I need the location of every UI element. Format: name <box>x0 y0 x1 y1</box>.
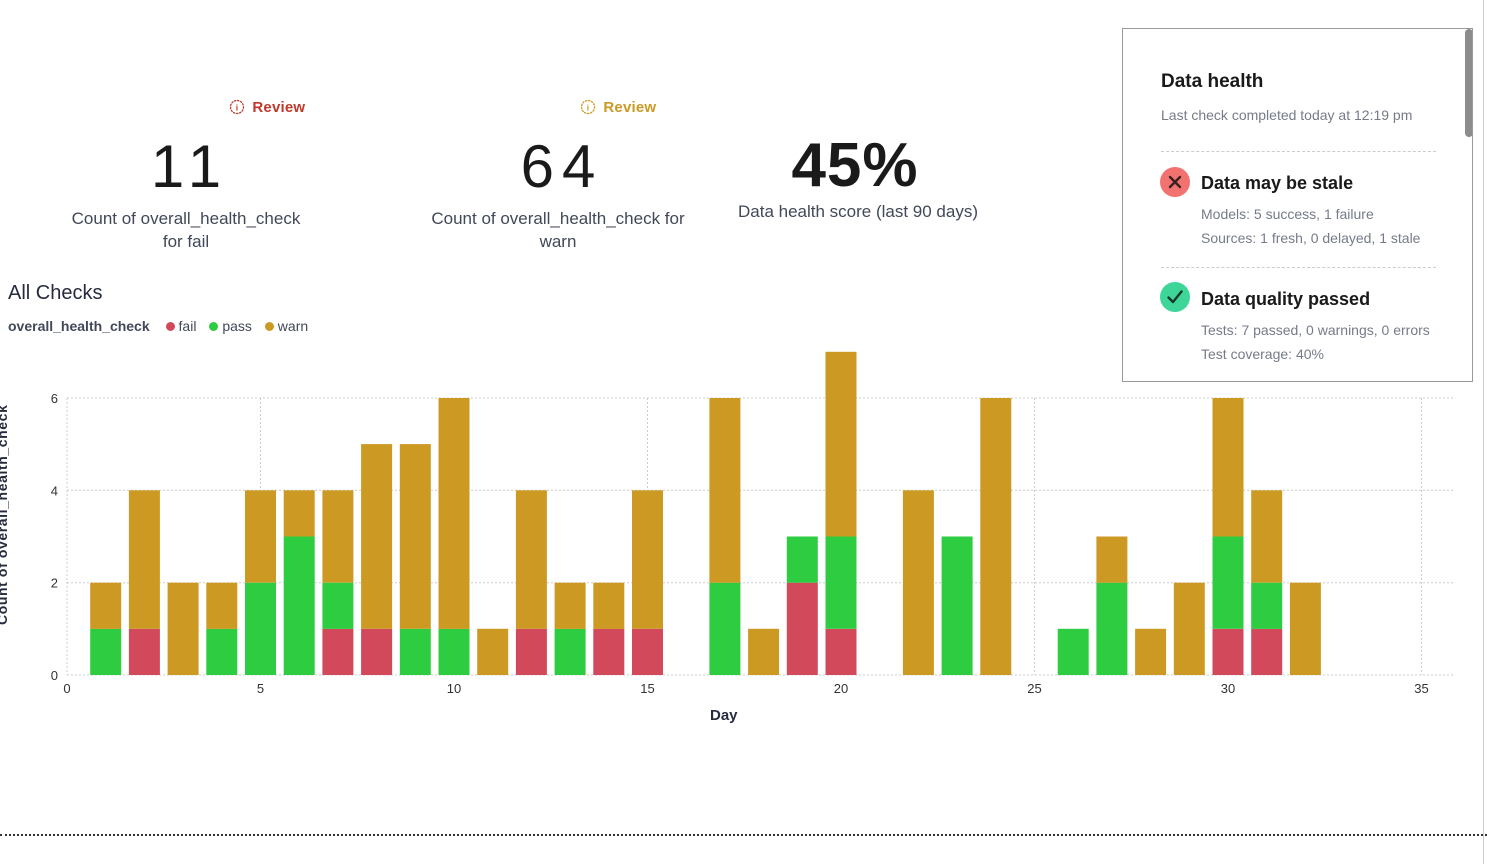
svg-text:35: 35 <box>1414 681 1428 696</box>
svg-text:0: 0 <box>51 668 58 683</box>
svg-text:6: 6 <box>51 391 58 406</box>
svg-text:10: 10 <box>447 681 461 696</box>
svg-text:25: 25 <box>1027 681 1041 696</box>
svg-text:0: 0 <box>63 681 70 696</box>
svg-text:4: 4 <box>51 483 58 498</box>
svg-text:20: 20 <box>834 681 848 696</box>
svg-text:30: 30 <box>1221 681 1235 696</box>
svg-text:5: 5 <box>257 681 264 696</box>
svg-text:2: 2 <box>51 576 58 591</box>
svg-text:15: 15 <box>640 681 654 696</box>
